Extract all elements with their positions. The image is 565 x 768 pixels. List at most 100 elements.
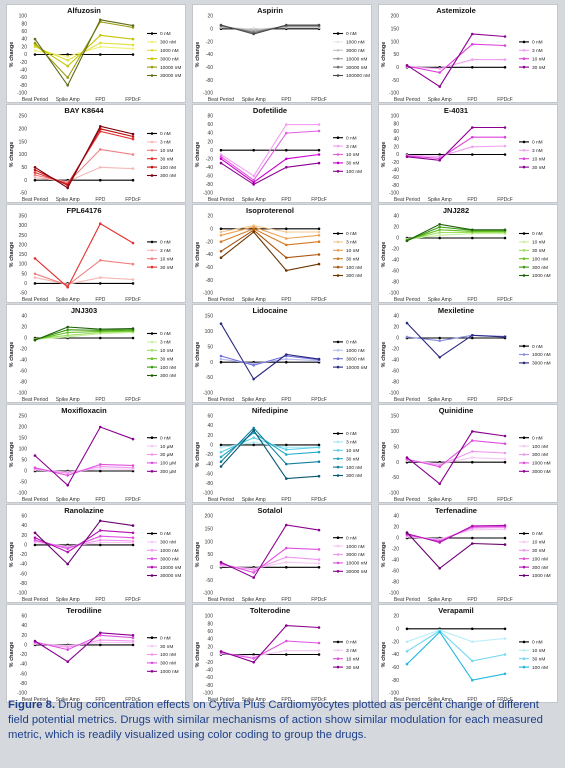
legend-marker [522, 461, 526, 465]
legend-marker [336, 457, 340, 460]
series-line [220, 323, 320, 380]
legend-marker [336, 544, 340, 548]
chart-panel-tolterodine: Tolterodine 100 80 60 40 20 0 -20 -40 -60 -80 -100%… [192, 604, 372, 703]
x-tick-label: Beat Period [394, 297, 420, 303]
figure-caption: Figure 8. Drug concentration effects on … [8, 698, 556, 743]
data-point [131, 135, 135, 138]
legend-marker [150, 74, 154, 77]
x-tick-label: FPD [467, 697, 477, 703]
data-point [405, 531, 409, 534]
x-tick-label: Spike Amp [428, 697, 452, 703]
data-point [99, 148, 102, 151]
series-line [34, 330, 134, 341]
y-tick-label: -80 [206, 683, 213, 689]
chart-panel-fpl64176: FPL64176 350 300 250 200 150 100 50 0 -50 % change… [6, 204, 186, 303]
chart-title: Terodiline [66, 606, 101, 615]
legend-label: 0 nM [346, 340, 357, 346]
legend-marker [522, 240, 526, 244]
data-point [99, 519, 102, 523]
series-line [406, 322, 506, 359]
data-point [471, 126, 474, 129]
data-point [471, 58, 474, 61]
series-line [34, 259, 134, 286]
data-point [33, 176, 37, 179]
data-point [438, 236, 441, 240]
legend-marker [150, 265, 154, 269]
x-tick-label: Spike Amp [56, 697, 80, 703]
data-point [285, 448, 288, 451]
data-point [471, 430, 474, 433]
data-point [131, 437, 135, 441]
data-point [219, 460, 223, 463]
series-line [220, 625, 320, 663]
chart-svg: Aspirin 20 0 -20 -40 -60 -80 -100 % change Beat P… [195, 6, 370, 103]
legend-label: 10 nM [160, 256, 173, 262]
data-point [285, 148, 288, 152]
data-point [405, 155, 409, 159]
legend-label: 300 nM [160, 173, 176, 179]
data-point [99, 538, 102, 542]
data-point [219, 230, 223, 234]
data-point [219, 360, 223, 364]
data-point [471, 450, 474, 453]
legend-label: 30000 nM [346, 569, 367, 575]
legend-label: 30 nM [532, 165, 545, 171]
data-point [252, 364, 255, 367]
x-tick-label: FPDcF [311, 197, 327, 203]
series-line [406, 629, 506, 643]
y-tick-label: -20 [392, 547, 399, 553]
data-point [471, 336, 474, 340]
legend-label: 0 nM [346, 535, 357, 541]
legend-label: 0 nM [532, 435, 543, 441]
data-point [33, 543, 37, 547]
data-point [99, 465, 102, 468]
data-point [285, 523, 288, 527]
legend-marker [150, 65, 154, 69]
y-tick-label: 20 [21, 633, 27, 639]
y-tick-label: -60 [20, 369, 27, 375]
x-tick-label: Beat Period [208, 497, 234, 503]
x-tick-label: Spike Amp [242, 697, 266, 703]
legend-label: 30 nM [532, 656, 545, 662]
chart-panel-nifedipine: Nifedipine 60 40 20 0 -20 -40 -60 -80 -100 % chang… [192, 404, 372, 503]
legend-marker [336, 170, 340, 173]
data-point [317, 240, 321, 243]
data-point [438, 339, 441, 343]
legend-label: 30 nM [160, 644, 173, 650]
data-point [471, 236, 474, 240]
data-point [99, 543, 102, 547]
data-point [317, 227, 321, 231]
data-point [66, 474, 69, 477]
x-tick-label: FPD [281, 297, 291, 303]
series-line [34, 632, 134, 663]
series-line [406, 43, 506, 74]
data-point [471, 439, 474, 442]
data-point [285, 269, 288, 272]
legend-marker [336, 570, 340, 573]
x-tick-label: FPDcF [311, 497, 327, 503]
data-point [471, 542, 474, 545]
data-point [131, 167, 135, 170]
data-point [99, 178, 102, 182]
y-tick-label: -100 [203, 691, 213, 697]
legend-marker [336, 74, 340, 77]
legend-label: 3 nM [346, 648, 357, 654]
y-axis-label: % change [9, 42, 15, 68]
data-point [33, 178, 37, 182]
data-point [66, 334, 69, 337]
x-tick-label: FPD [281, 397, 291, 403]
data-point [99, 125, 102, 128]
data-point [471, 42, 474, 46]
data-point [219, 148, 223, 152]
series-line [34, 326, 134, 341]
legend-marker [150, 365, 154, 369]
legend-marker [522, 444, 526, 448]
data-point [33, 173, 37, 177]
x-tick-label: FPDcF [497, 197, 513, 203]
y-tick-label: 20 [21, 533, 27, 539]
data-point [471, 678, 474, 682]
data-point [33, 282, 37, 285]
series-line [34, 148, 134, 184]
legend-label: 10000 nM [160, 65, 181, 71]
x-tick-label: Spike Amp [242, 397, 266, 403]
